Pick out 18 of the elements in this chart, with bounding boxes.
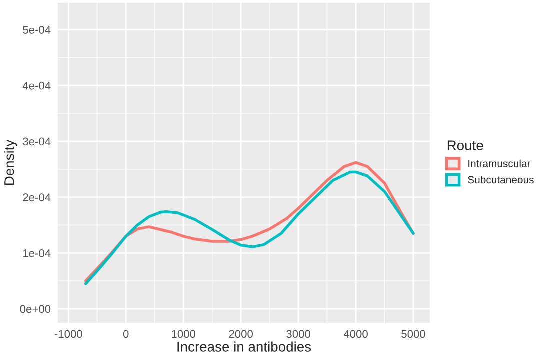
y-tick-label: 4e-04 [22,82,51,90]
legend-label: Subcutaneous [468,176,534,184]
x-tick-label: -1000 [54,330,82,338]
x-tick-label: 1000 [172,330,196,338]
y-tick-label: 1e-04 [23,249,51,258]
y-axis-title: Density [4,140,18,186]
y-tick-label: 0e+00 [20,305,51,314]
legend-label: Intramuscular [468,160,531,168]
y-tick-label: 2e-04 [23,194,51,202]
x-tick-label: 2000 [229,330,253,338]
x-axis-title: Increase in antibodies [178,342,312,352]
x-tick-label: 0 [123,330,129,338]
y-tick-label: 3e-04 [23,138,51,146]
x-tick-label: 4000 [344,330,368,338]
y-tick-label: 5e-04 [23,26,51,34]
legend-title: Route [448,140,484,151]
x-tick-label: 3000 [286,330,310,338]
x-tick-label: 5000 [402,330,426,338]
